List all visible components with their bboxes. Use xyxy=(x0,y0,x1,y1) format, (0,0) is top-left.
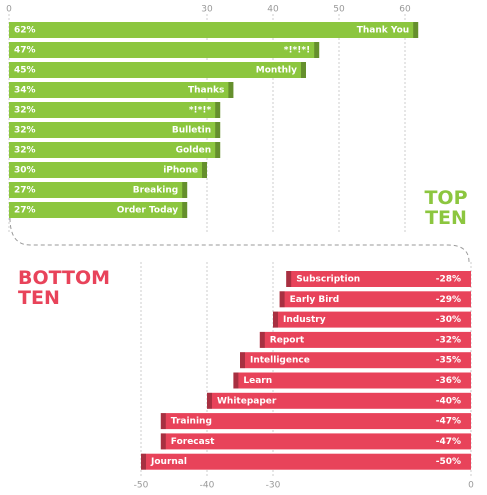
category-label: Intelligence xyxy=(250,356,310,366)
bar xyxy=(9,82,234,98)
category-label: Order Today xyxy=(117,206,179,216)
top-title: TOP TEN xyxy=(424,187,468,229)
bar-cap xyxy=(182,202,188,218)
bar xyxy=(9,162,207,178)
value-label: -35% xyxy=(436,356,461,366)
bottom-title: BOTTOM TEN xyxy=(18,267,111,309)
x-tick-label: -50 xyxy=(134,481,149,491)
category-label: Industry xyxy=(283,315,326,325)
value-label: -29% xyxy=(436,295,461,305)
value-label: -28% xyxy=(436,275,461,285)
value-label: 32% xyxy=(14,126,36,136)
bar xyxy=(9,22,419,38)
value-label: -50% xyxy=(436,457,461,467)
bar-cap xyxy=(215,122,221,138)
x-tick-label: 30 xyxy=(201,5,213,15)
bar-cap xyxy=(160,413,166,430)
bar-cap xyxy=(202,162,207,178)
bar-cap xyxy=(233,372,239,389)
value-label: -47% xyxy=(436,417,461,427)
bar-cap xyxy=(228,82,234,98)
bar-cap xyxy=(279,291,285,308)
value-label: 27% xyxy=(14,186,36,196)
category-label: Monthly xyxy=(256,66,297,76)
category-label: Breaking xyxy=(133,186,178,196)
category-label: Training xyxy=(171,417,212,427)
category-label: Bulletin xyxy=(172,126,211,136)
bar-cap xyxy=(215,142,221,158)
bar-cap xyxy=(259,331,265,348)
value-label: 34% xyxy=(14,86,36,96)
x-tick-label: -40 xyxy=(200,481,215,491)
category-label: *!*!* xyxy=(189,106,212,116)
value-label: 30% xyxy=(14,166,36,176)
value-label: 32% xyxy=(14,146,36,156)
category-label: Learn xyxy=(243,376,272,386)
bar-cap xyxy=(301,62,306,78)
category-label: Whitepaper xyxy=(217,396,277,406)
bar-cap xyxy=(182,182,188,198)
connector xyxy=(9,217,470,263)
bar-cap xyxy=(314,42,320,58)
bar xyxy=(240,352,471,369)
bar xyxy=(207,392,471,409)
bar xyxy=(160,413,472,430)
value-label: -36% xyxy=(436,376,461,386)
bar xyxy=(9,102,221,118)
category-label: Forecast xyxy=(171,437,215,447)
bar xyxy=(9,182,188,198)
bar xyxy=(9,42,320,58)
x-tick-label: -30 xyxy=(266,481,281,491)
bar xyxy=(279,291,471,308)
bar-cap xyxy=(215,102,221,118)
value-label: -32% xyxy=(436,335,461,345)
category-label: Subscription xyxy=(296,275,360,285)
category-label: *!*!*! xyxy=(284,46,310,56)
bar xyxy=(259,331,471,348)
bar-cap xyxy=(141,453,146,470)
value-label: 27% xyxy=(14,206,36,216)
value-label: 62% xyxy=(14,26,36,36)
bar xyxy=(160,433,472,450)
x-tick-label: 60 xyxy=(399,5,411,15)
x-tick-label: 50 xyxy=(333,5,345,15)
bar xyxy=(141,453,471,470)
bar-cap xyxy=(413,22,419,38)
x-tick-label: 0 xyxy=(6,5,12,15)
bar xyxy=(9,202,188,218)
bar-cap xyxy=(240,352,245,369)
bar xyxy=(286,271,471,287)
value-label: -47% xyxy=(436,437,461,447)
value-label: 32% xyxy=(14,106,36,116)
bar xyxy=(9,142,221,158)
category-label: Thanks xyxy=(188,86,224,96)
bar xyxy=(9,122,221,138)
bar-cap xyxy=(273,311,278,328)
category-label: Thank You xyxy=(357,26,409,36)
value-label: 47% xyxy=(14,46,36,56)
value-label: -40% xyxy=(436,396,461,406)
bar-cap xyxy=(160,433,166,450)
bar-cap xyxy=(286,271,292,287)
bar-cap xyxy=(207,392,212,409)
category-label: Golden xyxy=(176,146,212,156)
x-tick-label: 0 xyxy=(468,481,474,491)
category-label: Report xyxy=(270,335,305,345)
category-label: iPhone xyxy=(163,166,198,176)
bar xyxy=(9,62,306,78)
x-tick-label: 40 xyxy=(267,5,279,15)
value-label: 45% xyxy=(14,66,36,76)
bar xyxy=(233,372,471,389)
category-label: Journal xyxy=(150,457,187,467)
category-label: Early Bird xyxy=(290,295,340,305)
value-label: -30% xyxy=(436,315,461,325)
bar xyxy=(273,311,471,328)
